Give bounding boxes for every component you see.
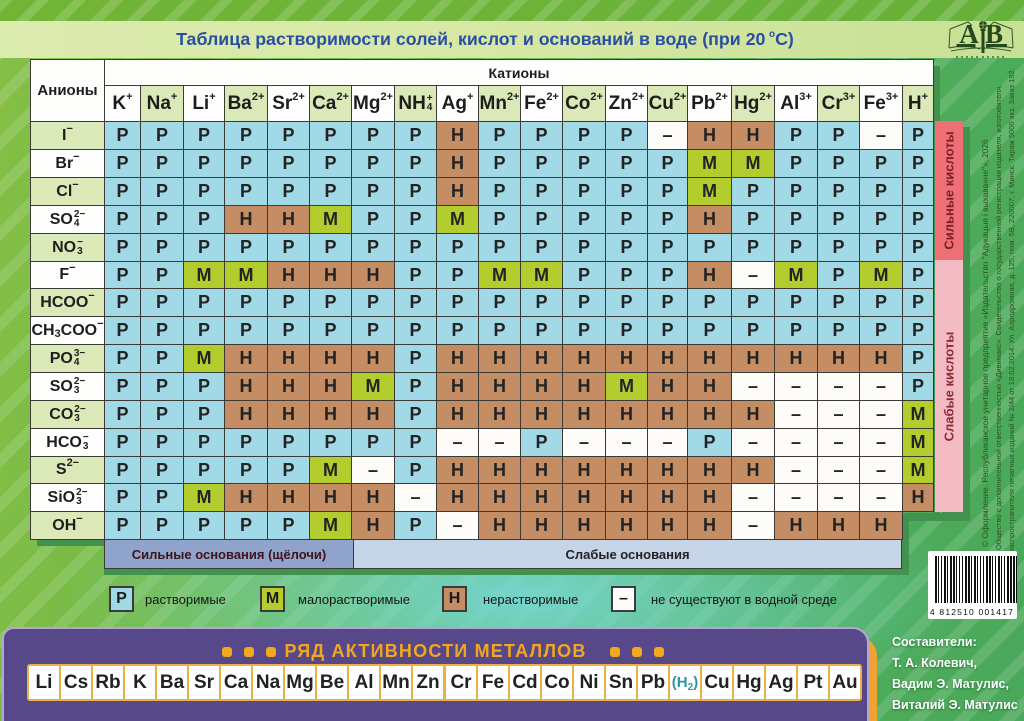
svg-text:А: А	[959, 20, 979, 49]
svg-text:В: В	[985, 20, 1003, 49]
svg-text:4 812510 001417: 4 812510 001417	[930, 607, 1014, 617]
